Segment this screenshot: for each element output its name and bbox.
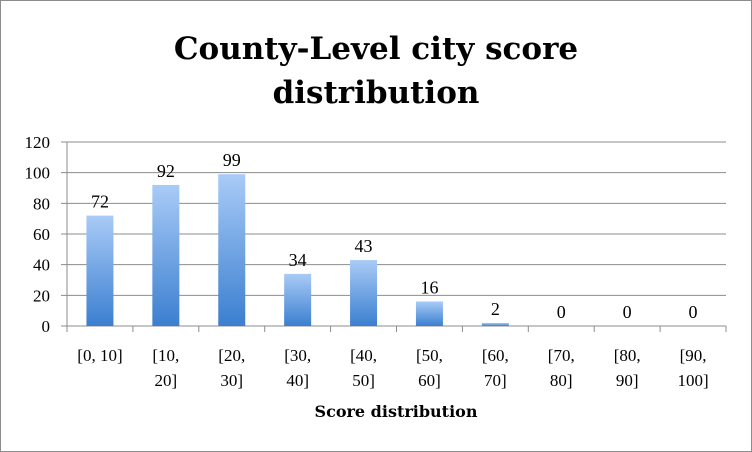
data-label: 0 bbox=[623, 302, 632, 322]
y-tick-label: 60 bbox=[33, 225, 50, 244]
bar bbox=[86, 215, 114, 326]
y-tick-label: 20 bbox=[33, 286, 50, 305]
y-tick-label: 0 bbox=[42, 317, 51, 336]
y-tick-label: 40 bbox=[33, 256, 50, 275]
x-tick-label: [50, 60] bbox=[416, 346, 443, 390]
data-label: 0 bbox=[557, 302, 566, 322]
bar bbox=[152, 184, 180, 326]
x-tick-label: [0, 10] bbox=[77, 346, 122, 365]
data-labels: 72 92 99 34 43 16 2 0 0 0 bbox=[91, 150, 698, 322]
x-tick-label: [70, 80] bbox=[548, 346, 575, 390]
bars bbox=[86, 174, 509, 326]
x-tick-label: [80, 90] bbox=[614, 346, 641, 390]
bar bbox=[284, 273, 312, 326]
data-label: 0 bbox=[689, 302, 698, 322]
data-label: 2 bbox=[491, 299, 500, 319]
x-tick-label: [90, 100] bbox=[677, 346, 708, 390]
bar bbox=[350, 260, 378, 326]
y-tick-label: 100 bbox=[25, 164, 51, 183]
x-axis-title: Score distribution bbox=[315, 402, 478, 421]
chart-title-line-2: distribution bbox=[272, 75, 480, 111]
y-tick-label: 80 bbox=[33, 194, 50, 213]
x-tick-label: [10, 20] bbox=[152, 346, 179, 390]
data-label: 92 bbox=[157, 161, 175, 181]
data-label: 34 bbox=[289, 250, 307, 270]
data-label: 16 bbox=[420, 277, 438, 297]
x-tick-label: [30, 40] bbox=[284, 346, 311, 390]
bar bbox=[481, 322, 509, 326]
x-axis-tick-labels: [0, 10] [10, 20] [20, 30] [30, 40] [40, 50] [50, 6… bbox=[77, 346, 708, 390]
y-axis-tick-labels: 0 20 40 60 80 100 120 bbox=[25, 133, 51, 336]
x-tick-label: [60, 70] bbox=[482, 346, 509, 390]
x-tick-label: [20, 30] bbox=[218, 346, 245, 390]
bar bbox=[218, 174, 246, 326]
y-tick-label: 120 bbox=[25, 133, 51, 152]
data-label: 72 bbox=[91, 192, 109, 212]
x-tick-label: [40, 50] bbox=[350, 346, 377, 390]
chart-title: County-Level city score distribution bbox=[1, 27, 751, 115]
chart-title-line-1: County-Level city score bbox=[173, 31, 579, 67]
bar bbox=[415, 301, 443, 326]
data-label: 43 bbox=[355, 236, 373, 256]
data-label: 99 bbox=[223, 150, 241, 170]
